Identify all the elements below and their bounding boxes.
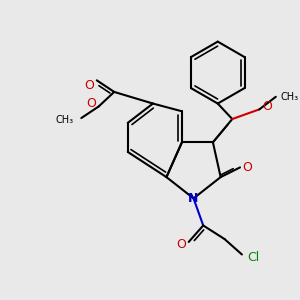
Text: N: N — [188, 192, 199, 205]
Text: CH₃: CH₃ — [56, 115, 74, 125]
Text: Cl: Cl — [247, 251, 259, 264]
Text: O: O — [84, 79, 94, 92]
Text: CH₃: CH₃ — [280, 92, 299, 102]
Text: O: O — [262, 100, 272, 113]
Text: O: O — [86, 97, 96, 110]
Text: O: O — [176, 238, 186, 251]
Text: O: O — [242, 161, 252, 174]
